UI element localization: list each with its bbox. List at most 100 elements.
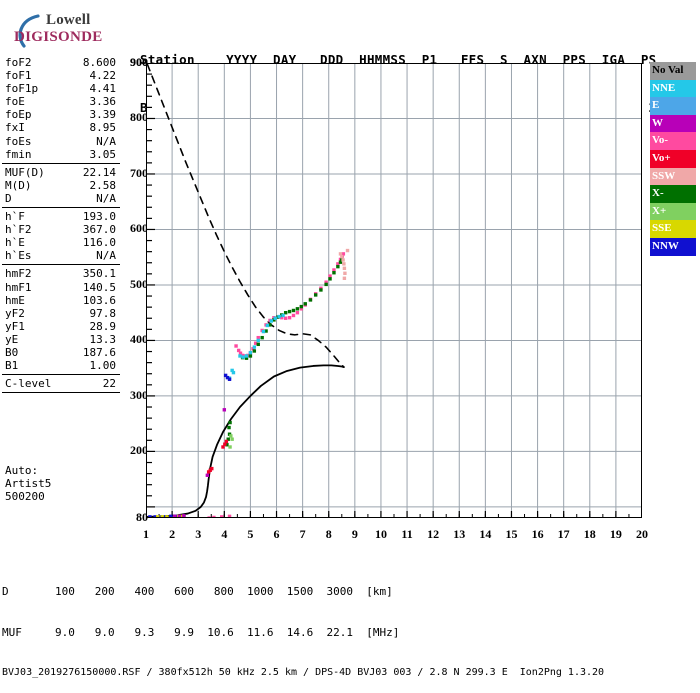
param-value: 3.39 (89, 108, 117, 122)
lowell-digisonde-logo: Lowell DIGISONDE (8, 10, 128, 50)
series-nne-echoes-cyan- (227, 313, 285, 380)
legend-item-nnw[interactable]: NNW (650, 237, 696, 256)
x-tick-12: 12 (427, 527, 440, 541)
param-value: N/A (96, 191, 116, 205)
footer-muf-row: MUF 9.0 9.0 9.3 9.9 10.6 11.6 14.6 22.1 … (2, 625, 400, 639)
param-key: B0 (5, 345, 19, 359)
param-row-clevel: C-level 22 (2, 377, 120, 390)
series-ssw-echoes-light-pink- (338, 248, 350, 280)
param-row-hmf1: hmF1 140.5 (2, 281, 120, 294)
legend-item-sse[interactable]: SSE (650, 220, 696, 238)
param-key: foEs (5, 134, 32, 148)
param-key: yF1 (5, 319, 25, 333)
param-row-hf: h`F 193.0 (2, 210, 120, 223)
param-value: 8.600 (82, 56, 116, 69)
x-tick-5: 5 (247, 527, 254, 541)
param-key: hmE (5, 293, 25, 307)
param-divider (2, 207, 120, 209)
param-row-fof1p: foF1p 4.41 (2, 82, 120, 95)
ionogram-plot (146, 63, 642, 518)
param-row-hes: h`Es N/A (2, 249, 120, 262)
y-tick-200: 200 (130, 443, 148, 458)
series-electron-density-profile-solid- (146, 364, 345, 518)
param-value: 28.9 (89, 319, 117, 333)
param-row-fof1: foF1 4.22 (2, 69, 120, 82)
logo-digisonde-text: DIGISONDE (14, 29, 103, 45)
param-key: B1 (5, 359, 19, 373)
auto-line-1: Artist5 (5, 477, 52, 491)
param-value: 8.95 (89, 121, 117, 135)
legend-item-x-[interactable]: X- (650, 185, 696, 203)
footer-file-row: BVJ03_2019276150000.RSF / 380fx512h 50 k… (2, 667, 605, 678)
legend-item-nne[interactable]: NNE (650, 79, 696, 98)
param-key: h`Es (5, 249, 32, 263)
logo-lowell-text: Lowell (46, 12, 91, 28)
param-divider (2, 374, 120, 376)
param-key: hmF2 (5, 267, 32, 281)
param-row-foep: foEp 3.39 (2, 108, 120, 121)
legend-item-noval[interactable]: No Val (650, 62, 696, 80)
legend-item-x+[interactable]: X+ (650, 202, 696, 221)
x-tick-9: 9 (351, 527, 358, 541)
param-key: C-level (5, 377, 52, 391)
legend-item-ssw[interactable]: SSW (650, 167, 696, 186)
x-axis-labels: 1 2 3 4 5 6 7 8 9 10 11 12 13 14 15 16 17 18 19 20 (140, 527, 660, 545)
param-value: 4.22 (89, 69, 117, 83)
param-key: fmin (5, 147, 32, 161)
param-row-ye: yE 13.3 (2, 333, 120, 346)
grid-lines (146, 63, 642, 518)
footer-d-row: D 100 200 400 600 800 1000 1500 3000 [km… (2, 585, 393, 598)
param-value: 3.36 (89, 95, 117, 109)
x-tick-6: 6 (273, 527, 280, 541)
x-tick-18: 18 (583, 527, 596, 541)
param-key: yF2 (5, 306, 25, 320)
x-tick-4: 4 (221, 527, 228, 541)
param-key: hmF1 (5, 280, 32, 294)
x-tick-17: 17 (557, 527, 570, 541)
logo-arc-icon (18, 14, 40, 48)
param-key: h`F2 (5, 223, 32, 237)
x-tick-15: 15 (505, 527, 518, 541)
x-tick-16: 16 (531, 527, 544, 541)
x-tick-1: 1 (143, 527, 149, 541)
param-row-b1: B1 1.00 (2, 359, 120, 372)
ionospheric-parameters-table: foF2 8.600 foF1 4.22 foF1p 4.41 foE 3.36 foEp 3.3… (2, 56, 120, 395)
x-tick-7: 7 (299, 527, 306, 541)
legend-item-vo+[interactable]: Vo+ (650, 149, 696, 168)
param-key: foE (5, 95, 25, 109)
y-tick-300: 300 (130, 387, 148, 402)
y-tick-500: 500 (130, 276, 148, 291)
param-key: foF1p (5, 82, 39, 96)
param-row-yf1: yF1 28.9 (2, 320, 120, 333)
param-value: 140.5 (82, 280, 116, 294)
param-key: yE (5, 332, 19, 346)
param-key: h`E (5, 236, 25, 250)
param-key: foF1 (5, 69, 32, 83)
param-value: 13.3 (89, 332, 117, 346)
x-tick-20: 20 (636, 527, 648, 541)
direction-legend: No Val NNE E W Vo- Vo+ SSW X- X+ SSE NNW (650, 62, 696, 256)
param-value: 367.0 (82, 223, 116, 237)
param-key: fxI (5, 121, 25, 135)
legend-item-vo-[interactable]: Vo- (650, 132, 696, 150)
param-value: N/A (96, 134, 116, 148)
legend-item-e[interactable]: E (650, 97, 696, 115)
param-key: foEp (5, 108, 32, 122)
param-key: MUF(D) (5, 165, 45, 179)
param-value: 350.1 (82, 267, 116, 281)
param-value: 103.6 (82, 293, 116, 307)
param-row-hmf2: hmF2 350.1 (2, 267, 120, 280)
param-row-b0: B0 187.6 (2, 346, 120, 359)
param-row-hf2: h`F2 367.0 (2, 223, 120, 236)
x-tick-8: 8 (325, 527, 332, 541)
x-tick-3: 3 (195, 527, 202, 541)
param-row-md: M(D) 2.58 (2, 179, 120, 192)
param-key: M(D) (5, 178, 32, 192)
auto-line-2: 500200 (5, 490, 45, 504)
legend-item-w[interactable]: W (650, 114, 696, 133)
param-row-he: h`E 116.0 (2, 236, 120, 249)
param-row-d: D N/A (2, 192, 120, 205)
y-tick-400: 400 (130, 332, 148, 347)
y-tick-800: 800 (130, 110, 148, 125)
y-tick-600: 600 (130, 221, 148, 236)
